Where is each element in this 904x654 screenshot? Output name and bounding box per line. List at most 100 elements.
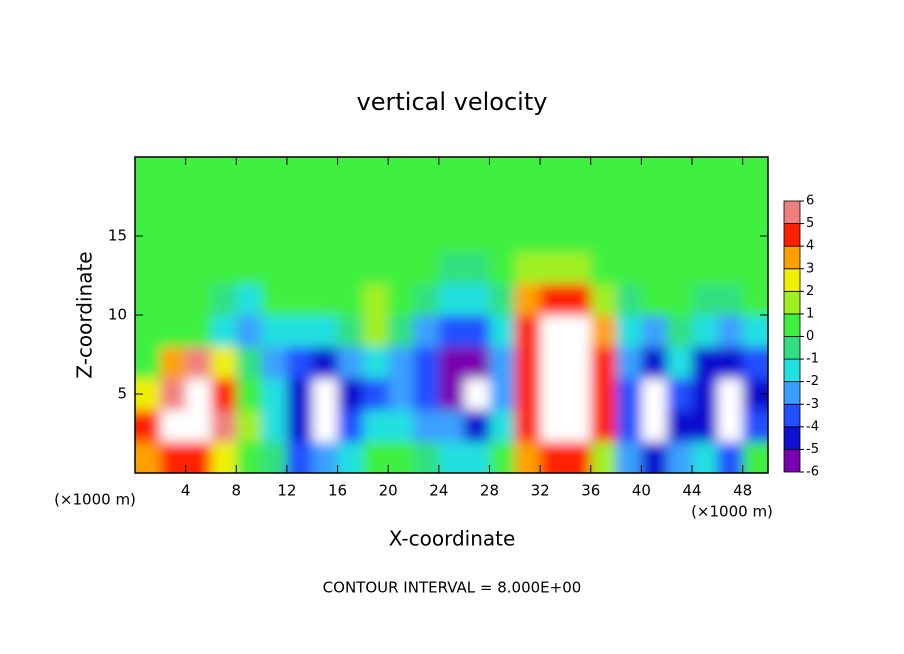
cell: [692, 188, 718, 221]
x-tick-label: 4: [181, 482, 191, 500]
cell: [362, 409, 389, 442]
cell: [717, 378, 744, 411]
cell: [666, 315, 693, 348]
cell: [135, 157, 161, 190]
cells: [135, 157, 768, 473]
x-tick-label: 32: [531, 482, 550, 500]
cell: [286, 346, 313, 379]
cell: [438, 315, 465, 348]
cell: [514, 157, 541, 190]
cell: [135, 283, 161, 316]
cell: [337, 409, 364, 442]
cell: [388, 251, 415, 284]
cell: [590, 251, 617, 284]
cell: [717, 409, 744, 442]
cell: [413, 188, 440, 221]
cell: [565, 441, 592, 473]
colorbar-swatch: [783, 200, 801, 224]
cell: [641, 378, 668, 411]
x-tick-label: 28: [480, 482, 499, 500]
cell: [666, 283, 693, 316]
cell: [362, 188, 389, 221]
cell: [185, 441, 212, 473]
cell: [489, 315, 516, 348]
cell: [464, 283, 490, 316]
cell: [438, 220, 465, 253]
cell: [312, 378, 339, 411]
cell: [286, 157, 313, 190]
cell: [236, 157, 263, 190]
cell: [286, 188, 313, 221]
cell: [337, 251, 364, 284]
cell: [692, 441, 718, 473]
cell: [388, 409, 415, 442]
x-unit-label: (×1000 m): [691, 503, 773, 521]
cell: [135, 315, 161, 348]
cell: [565, 220, 592, 253]
cell: [210, 346, 237, 379]
cell: [565, 346, 592, 379]
cell: [742, 251, 768, 284]
cell: [616, 188, 642, 221]
cell: [590, 315, 617, 348]
cell: [210, 441, 237, 473]
cell: [286, 283, 313, 316]
cell: [590, 441, 617, 473]
cell: [236, 346, 263, 379]
cell: [565, 251, 592, 284]
cell: [742, 315, 768, 348]
cell: [286, 441, 313, 473]
cell: [616, 251, 642, 284]
cell: [641, 220, 668, 253]
cell: [160, 157, 187, 190]
cell: [438, 346, 465, 379]
colorbar-label: 2: [806, 284, 814, 299]
cell: [489, 188, 516, 221]
cell: [565, 378, 592, 411]
cell: [742, 409, 768, 442]
cell: [616, 378, 642, 411]
cell: [692, 283, 718, 316]
colorbar-swatch: [783, 381, 801, 405]
cell: [514, 251, 541, 284]
cell: [692, 315, 718, 348]
cell: [413, 220, 440, 253]
cell: [641, 441, 668, 473]
cell: [641, 188, 668, 221]
y-axis-label: Z-coordinate: [73, 251, 97, 378]
cell: [742, 188, 768, 221]
cell: [160, 346, 187, 379]
cell: [261, 157, 288, 190]
cell: [236, 251, 263, 284]
field: [135, 157, 768, 473]
colorbar-swatch: [783, 403, 801, 428]
cell: [413, 346, 440, 379]
cell: [514, 220, 541, 253]
colorbar-swatch: [783, 336, 801, 360]
cell: [666, 188, 693, 221]
cell: [641, 157, 668, 190]
colorbar-label: 0: [806, 329, 814, 344]
cell: [261, 283, 288, 316]
cell: [312, 188, 339, 221]
cell: [413, 315, 440, 348]
colorbar-label: -6: [806, 465, 819, 480]
cell: [540, 157, 566, 190]
cell: [210, 220, 237, 253]
cell: [514, 283, 541, 316]
colorbar-label: 6: [806, 194, 814, 209]
cell: [160, 378, 187, 411]
cell: [692, 251, 718, 284]
x-axis-label: X-coordinate: [389, 527, 516, 551]
cell: [514, 409, 541, 442]
cell: [388, 315, 415, 348]
cell: [464, 441, 490, 473]
cell: [540, 346, 566, 379]
cell: [236, 378, 263, 411]
cell: [261, 251, 288, 284]
cell: [362, 441, 389, 473]
cell: [616, 441, 642, 473]
colorbar-swatch: [783, 426, 801, 450]
cell: [641, 346, 668, 379]
cell: [590, 188, 617, 221]
